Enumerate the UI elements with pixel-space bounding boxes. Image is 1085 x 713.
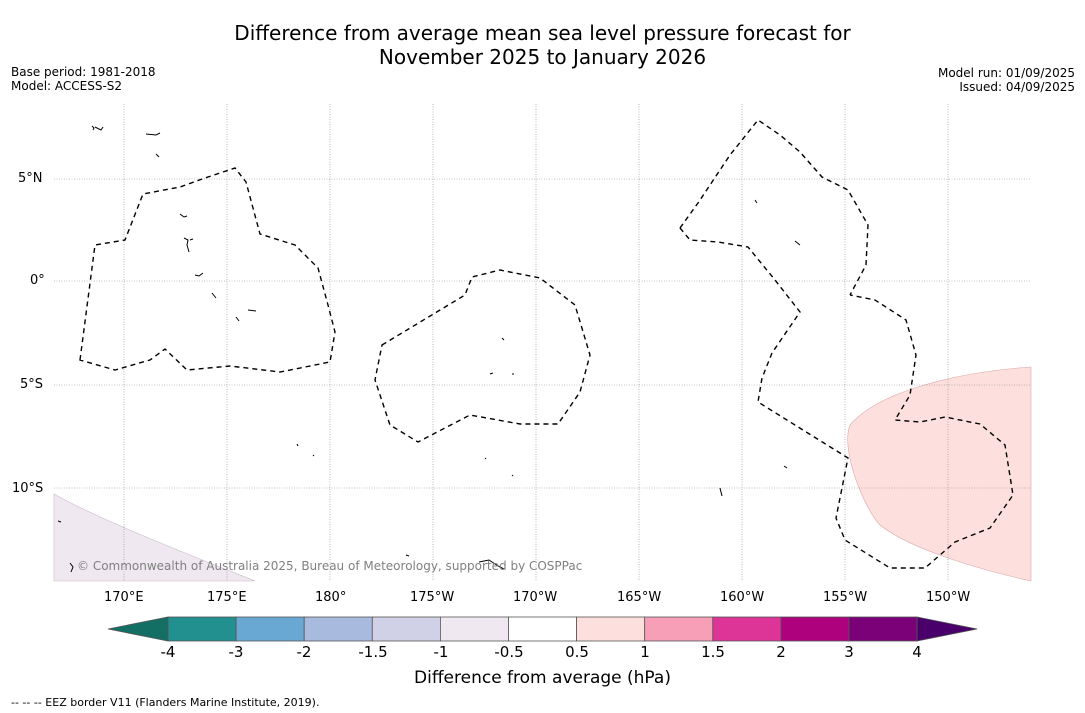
eez-borders: [79, 119, 1014, 569]
colorbar-segment: [167, 616, 237, 642]
eez-line-islands: [679, 119, 869, 296]
colorbar-tick: 0.5: [565, 643, 589, 661]
copyright-notice: © Commonwealth of Australia 2025, Bureau…: [77, 559, 583, 573]
lat-label: 0°: [30, 273, 45, 288]
colorbar-segment: [848, 616, 918, 642]
colorbar-tick: -2: [296, 643, 312, 661]
lon-label: 165°W: [617, 590, 662, 605]
colorbar-extend-high: [916, 616, 978, 642]
model-name: Model: ACCESS-S2: [11, 79, 123, 93]
issued-date: Issued: 04/09/2025: [959, 80, 1075, 94]
colorbar: [107, 616, 978, 642]
title-line-2: November 2025 to January 2026: [378, 45, 707, 69]
colorbar-tick: -0.5: [494, 643, 524, 661]
lon-label: 170°E: [104, 590, 144, 605]
colorbar-tick: 3: [844, 643, 854, 661]
colorbar-tick: -4: [160, 643, 176, 661]
model-run: Model run: 01/09/2025: [937, 66, 1075, 80]
colorbar-segment: [235, 616, 305, 642]
base-period: Base period: 1981-2018: [11, 65, 156, 79]
lon-label: 170°W: [513, 590, 558, 605]
eez-phoenix-islands: [374, 269, 591, 443]
colorbar-segment: [644, 616, 714, 642]
colorbar-segment: [371, 616, 441, 642]
lat-label: 10°S: [12, 481, 44, 496]
colorbar-segment: [439, 616, 509, 642]
lon-label: 160°W: [720, 590, 765, 605]
colorbar-segment: [576, 616, 646, 642]
meta-left: Base period: 1981-2018 Model: ACCESS-S2: [11, 65, 156, 93]
colorbar-tick: 1.5: [701, 643, 725, 661]
title-line-1: Difference from average mean sea level p…: [234, 21, 851, 45]
colorbar-segment: [780, 616, 850, 642]
eez-kiribati-gilberts-tuvalu: [79, 167, 336, 373]
graticule: [54, 104, 1031, 581]
colorbar-segment: [712, 616, 782, 642]
colorbar-segment: [303, 616, 373, 642]
lat-label: 5°S: [20, 377, 44, 392]
colorbar-tick: 2: [776, 643, 786, 661]
lon-label: 175°E: [207, 590, 247, 605]
islands: [57, 125, 801, 573]
lat-label: 5°N: [18, 171, 43, 186]
lon-label: 155°W: [823, 590, 868, 605]
negative-anomaly-region: [53, 493, 256, 582]
positive-anomaly-region: [847, 366, 1032, 582]
colorbar-tick: -3: [228, 643, 244, 661]
map-title: Difference from average mean sea level p…: [0, 21, 1085, 69]
colorbar-title: Difference from average (hPa): [414, 668, 671, 688]
lon-label: 150°W: [926, 590, 971, 605]
meta-right: Model run: 01/09/2025 Issued: 04/09/2025: [938, 66, 1075, 94]
footnote: -- -- -- EEZ border V11 (Flanders Marine…: [11, 696, 320, 709]
colorbar-tick: 4: [912, 643, 922, 661]
colorbar-segment: [508, 616, 577, 642]
colorbar-tick: -1: [433, 643, 449, 661]
eez-line-islands-inner: [679, 227, 1014, 569]
lon-label: 180°: [315, 590, 347, 605]
colorbar-extend-low: [107, 616, 169, 642]
colorbar-tick: -1.5: [358, 643, 388, 661]
lon-label: 175°W: [410, 590, 455, 605]
colorbar-tick: 1: [640, 643, 650, 661]
